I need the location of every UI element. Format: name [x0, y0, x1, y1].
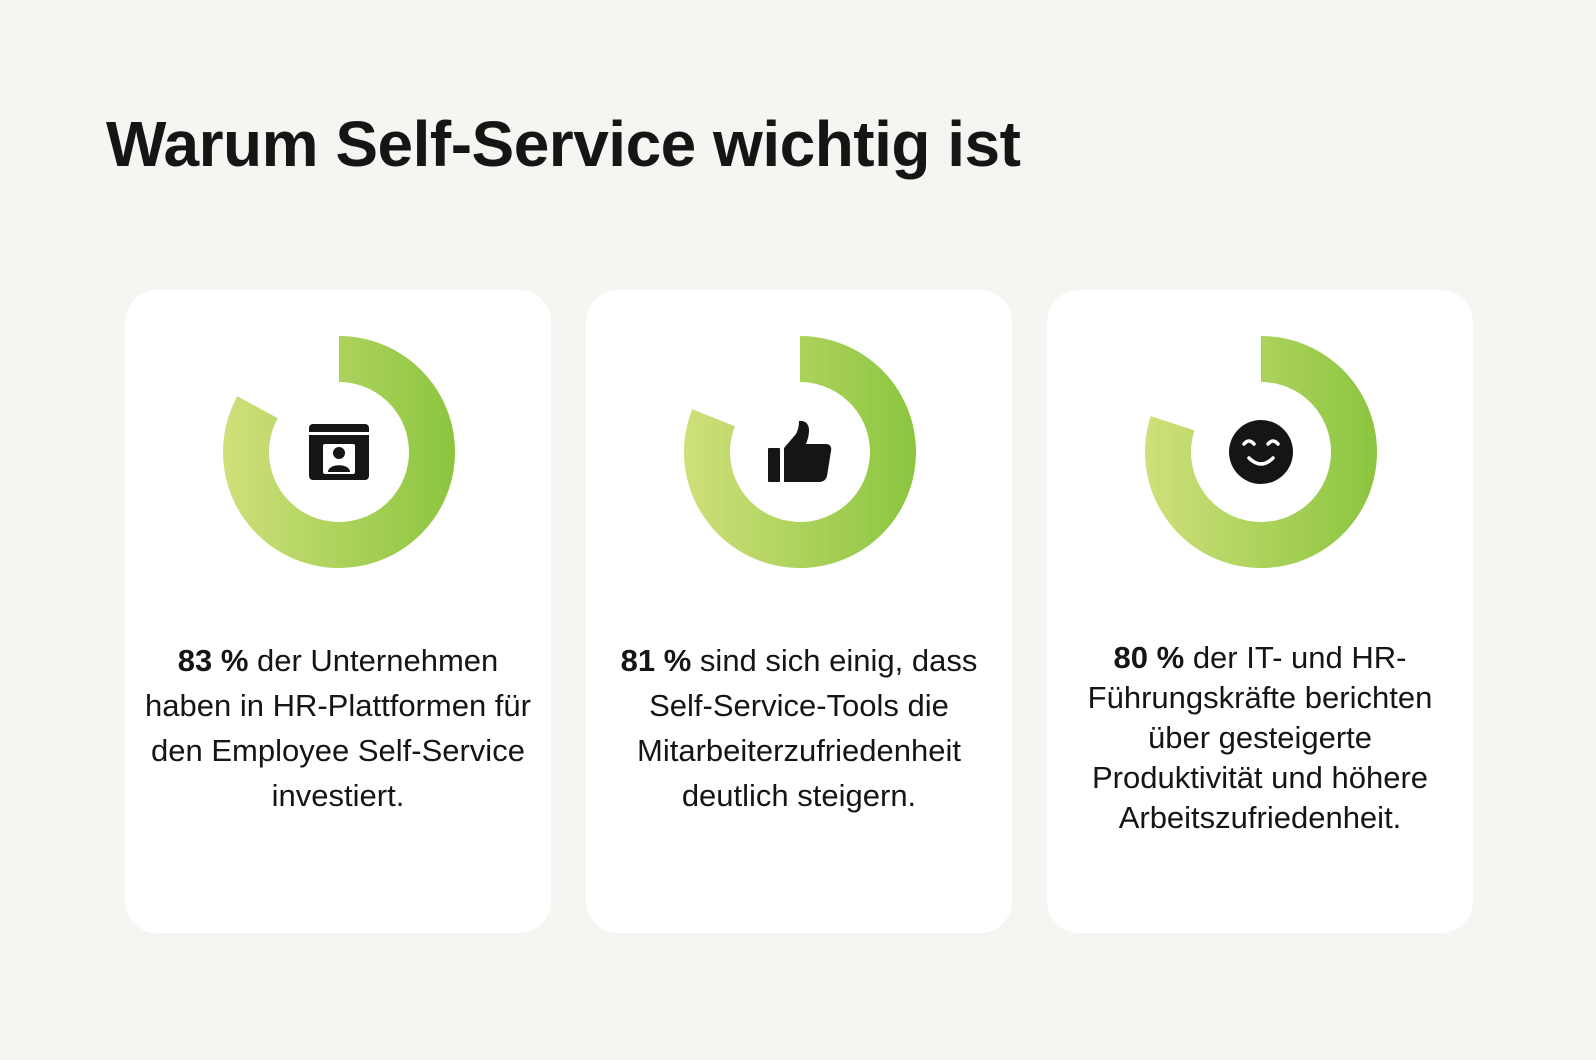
- stat-value: 81 %: [620, 643, 692, 678]
- donut-chart: [1145, 336, 1377, 568]
- stat-card-productivity: 80 % der IT- und HR-Führungskräfte beric…: [1047, 290, 1473, 933]
- stat-description: der IT- und HR-Führungskräfte berichten …: [1087, 640, 1433, 835]
- stat-text: 83 % der Unternehmen haben in HR-Plattfo…: [139, 638, 537, 818]
- smiley-icon: [1229, 420, 1293, 484]
- donut-segment: [1145, 336, 1377, 568]
- donut-segment: [684, 336, 916, 568]
- stat-description: der Unternehmen haben in HR-Plattformen …: [145, 643, 531, 813]
- stat-text: 80 % der IT- und HR-Führungskräfte beric…: [1061, 638, 1459, 838]
- donut-chart: [684, 336, 916, 568]
- stat-text: 81 % sind sich einig, dass Self-Service-…: [600, 638, 998, 818]
- stat-value: 83 %: [177, 643, 249, 678]
- page-title: Warum Self-Service wichtig ist: [106, 108, 1021, 180]
- donut-chart: [223, 336, 455, 568]
- id-card-icon: [309, 424, 369, 480]
- stat-card-satisfaction: 81 % sind sich einig, dass Self-Service-…: [586, 290, 1012, 933]
- stat-value: 80 %: [1113, 640, 1185, 675]
- thumbs-up-icon: [768, 420, 832, 482]
- donut-segment: [223, 336, 455, 568]
- stat-description: sind sich einig, dass Self-Service-Tools…: [637, 643, 978, 813]
- stat-card-hr-platforms: 83 % der Unternehmen haben in HR-Plattfo…: [125, 290, 551, 933]
